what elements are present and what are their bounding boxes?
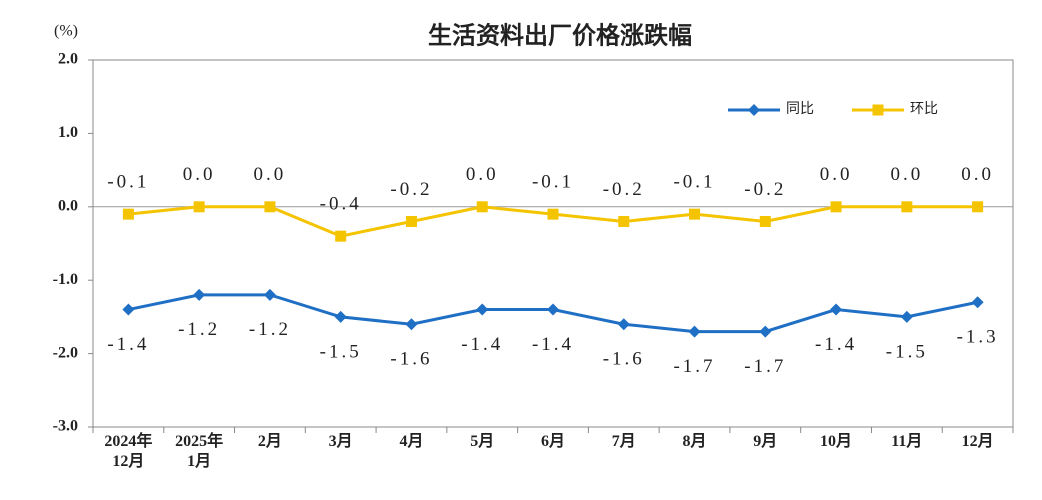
point-marker bbox=[618, 215, 630, 227]
x-tick-label: 11月 bbox=[891, 433, 923, 450]
data-label: -1.5 bbox=[320, 341, 362, 362]
point-marker bbox=[901, 201, 913, 213]
point-marker bbox=[405, 215, 417, 227]
legend-marker bbox=[748, 104, 760, 116]
x-tick-label: 2025年 1月 bbox=[175, 433, 224, 470]
data-label: -1.7 bbox=[744, 356, 786, 377]
data-label: 0.0 bbox=[466, 164, 499, 185]
point-marker bbox=[971, 296, 984, 309]
data-label: -0.2 bbox=[390, 179, 432, 200]
data-label: -0.2 bbox=[603, 179, 645, 200]
data-label: -1.2 bbox=[178, 319, 220, 340]
point-marker bbox=[405, 318, 418, 331]
y-axis-label: (%) bbox=[54, 23, 78, 40]
legend-label: 环比 bbox=[910, 101, 938, 117]
data-label: -1.4 bbox=[107, 334, 149, 355]
point-marker bbox=[263, 288, 276, 301]
data-label: 0.0 bbox=[254, 164, 287, 185]
data-label: -1.6 bbox=[390, 349, 432, 370]
data-label: -1.4 bbox=[815, 334, 857, 355]
data-label: -1.4 bbox=[461, 334, 503, 355]
point-marker bbox=[830, 303, 843, 316]
x-tick-label: 4月 bbox=[399, 433, 424, 450]
x-tick-label: 7月 bbox=[611, 433, 636, 450]
x-tick-label: 5月 bbox=[470, 433, 495, 450]
point-marker bbox=[972, 201, 984, 213]
y-tick-label: -3.0 bbox=[53, 418, 78, 435]
point-marker bbox=[547, 303, 559, 316]
point-marker bbox=[900, 310, 913, 323]
data-label: 0.0 bbox=[183, 164, 216, 185]
data-label: 0.0 bbox=[820, 164, 853, 185]
legend-label: 同比 bbox=[786, 101, 814, 117]
data-label: -1.7 bbox=[673, 356, 715, 377]
data-label: -1.4 bbox=[532, 334, 574, 355]
chart-title: 生活资料出厂价格涨跌幅 bbox=[428, 23, 692, 50]
point-marker bbox=[476, 201, 488, 213]
data-label: -1.2 bbox=[249, 319, 291, 340]
data-label: 0.0 bbox=[961, 164, 994, 185]
point-marker bbox=[122, 208, 134, 220]
data-label: -0.2 bbox=[744, 179, 786, 200]
data-label: -0.1 bbox=[107, 171, 149, 192]
data-label: -1.5 bbox=[886, 341, 928, 362]
x-tick-label: 8月 bbox=[682, 433, 707, 450]
point-marker bbox=[617, 318, 630, 331]
point-marker bbox=[193, 201, 205, 213]
point-marker bbox=[476, 303, 489, 316]
x-tick-label: 2024年 12月 bbox=[104, 433, 153, 470]
point-marker bbox=[264, 201, 276, 213]
data-label: -0.1 bbox=[532, 171, 574, 192]
data-label: -0.1 bbox=[673, 171, 715, 192]
legend-marker bbox=[872, 104, 884, 116]
x-tick-label: 12月 bbox=[961, 433, 994, 450]
data-label: -0.4 bbox=[320, 194, 362, 215]
point-marker bbox=[122, 303, 135, 316]
point-marker bbox=[759, 325, 772, 338]
y-tick-label: -1.0 bbox=[53, 271, 78, 288]
data-label: -1.3 bbox=[957, 327, 999, 348]
y-tick-label: 2.0 bbox=[58, 51, 78, 68]
plot-frame bbox=[92, 59, 1014, 428]
point-marker bbox=[689, 208, 701, 220]
x-tick-label: 10月 bbox=[820, 433, 853, 450]
data-label: 0.0 bbox=[890, 164, 923, 185]
point-marker bbox=[830, 201, 842, 213]
point-marker bbox=[759, 215, 771, 227]
data-label: -1.6 bbox=[603, 349, 645, 370]
x-tick-label: 3月 bbox=[328, 433, 353, 450]
point-marker bbox=[193, 288, 206, 301]
point-marker bbox=[547, 208, 559, 220]
y-tick-label: 0.0 bbox=[58, 197, 78, 214]
point-marker bbox=[335, 230, 347, 242]
x-tick-label: 9月 bbox=[753, 433, 778, 450]
point-marker bbox=[688, 325, 701, 338]
x-tick-label: 2月 bbox=[257, 433, 282, 450]
y-tick-label: -2.0 bbox=[53, 344, 78, 361]
y-tick-label: 1.0 bbox=[58, 124, 78, 141]
x-tick-label: 6月 bbox=[540, 433, 565, 450]
point-marker bbox=[334, 310, 347, 323]
